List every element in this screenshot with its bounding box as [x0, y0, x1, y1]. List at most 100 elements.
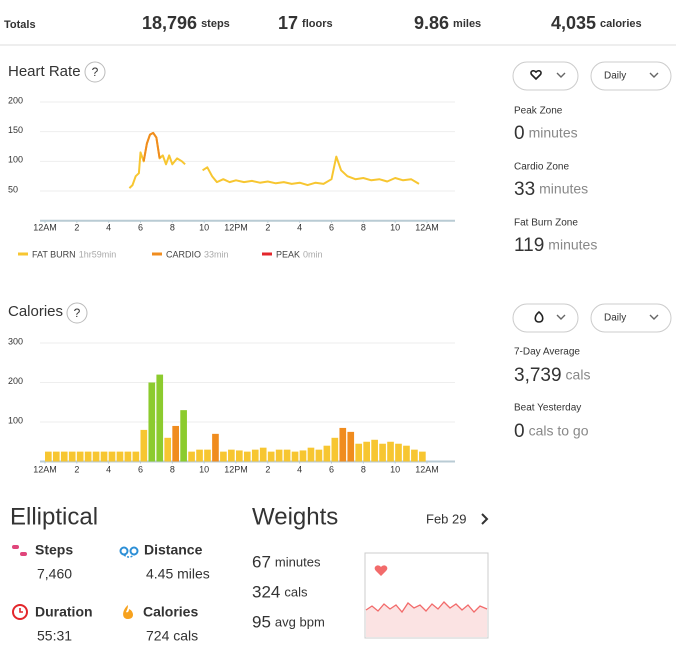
y-tick-label: 100 [8, 155, 23, 165]
stat-value: 0 [514, 421, 525, 442]
x-tick-label: 12AM [415, 464, 439, 474]
calorie-bar [228, 449, 235, 462]
calorie-bar [45, 451, 52, 462]
help-icon[interactable]: ? [92, 65, 99, 79]
total-value: 4,035 [551, 13, 596, 33]
stat-value: 4.45 miles [146, 566, 210, 582]
calorie-bar [52, 451, 60, 462]
next-button[interactable] [481, 513, 489, 525]
calorie-bar [251, 449, 259, 462]
calorie-bar [347, 431, 355, 462]
workout-card [364, 552, 489, 639]
calorie-bar [236, 450, 243, 462]
calorie-bar [299, 450, 307, 462]
calorie-bar [148, 382, 156, 462]
calorie-bar [172, 425, 179, 462]
chart-title: Heart Rate [8, 63, 81, 80]
x-tick-label: 10 [199, 222, 209, 232]
calorie-bar [331, 437, 339, 462]
section-title: Weights [252, 503, 338, 530]
heart-rate-line [128, 131, 420, 189]
calorie-bar [315, 449, 323, 462]
x-tick-label: 8 [170, 222, 175, 232]
total-value: 18,796 [142, 13, 197, 33]
calories-icon [123, 605, 133, 619]
x-tick-label: 12AM [33, 464, 57, 474]
calorie-bar [124, 451, 132, 462]
dropdown-label[interactable]: Daily [604, 71, 626, 82]
calorie-bar [180, 410, 187, 462]
x-tick-label: 6 [138, 222, 143, 232]
workout-stat-value: 95 [252, 612, 271, 631]
stat-value: 724 cals [146, 628, 198, 644]
calorie-bar [267, 451, 275, 462]
help-button[interactable]: ? [66, 302, 88, 324]
x-tick-label: 10 [199, 464, 209, 474]
calorie-bar [371, 439, 378, 462]
x-tick-label: 8 [170, 464, 175, 474]
x-tick-label: 10 [390, 222, 400, 232]
legend-note: 1hr59min [79, 249, 117, 259]
period-dropdown[interactable]: Daily [590, 61, 672, 91]
stat-label: Calories [143, 604, 198, 620]
calorie-bar [220, 451, 227, 462]
zone-label: Peak Zone [514, 106, 563, 117]
calorie-bar [156, 374, 164, 462]
calorie-bar [403, 445, 410, 462]
zone-unit: minutes [548, 237, 597, 253]
dropdown-label[interactable]: Daily [604, 313, 626, 324]
help-icon[interactable]: ? [74, 306, 81, 320]
calorie-bar [339, 427, 347, 462]
calorie-bar [259, 447, 267, 462]
heart-rate-line [142, 131, 161, 162]
calorie-bar [84, 451, 92, 462]
calorie-bar [100, 451, 108, 462]
x-tick-label: 2 [74, 222, 79, 232]
x-tick-label: 8 [361, 464, 366, 474]
x-tick-label: 6 [329, 222, 334, 232]
calorie-bar [387, 441, 394, 462]
calorie-bar [323, 445, 331, 462]
calorie-bar [76, 451, 84, 462]
distance-icon [119, 546, 139, 558]
metric-dropdown[interactable] [512, 303, 579, 333]
x-tick-label: 10 [390, 464, 400, 474]
chart-title: Calories [8, 303, 63, 320]
workout-stat-value: 324 [252, 582, 280, 601]
x-tick-label: 6 [138, 464, 143, 474]
calorie-bar [108, 451, 116, 462]
x-tick-label: 2 [74, 464, 79, 474]
calorie-bar [355, 443, 363, 462]
legend-note: 0min [303, 249, 323, 259]
calorie-bar [204, 449, 211, 462]
y-tick-label: 200 [8, 95, 23, 105]
stat-label: Duration [35, 604, 93, 620]
zone-value: 119 [514, 235, 544, 256]
x-tick-label: 4 [297, 464, 302, 474]
calorie-bar [60, 451, 68, 462]
section-title: Elliptical [10, 503, 98, 530]
total-unit: calories [600, 18, 642, 30]
total-value: 17 [278, 13, 298, 33]
help-button[interactable]: ? [84, 61, 106, 83]
y-tick-label: 300 [8, 336, 23, 346]
total-unit: floors [302, 18, 333, 30]
period-dropdown[interactable]: Daily [590, 303, 672, 333]
zone-unit: minutes [539, 181, 588, 197]
stat-label: 7-Day Average [514, 347, 580, 358]
totals-label: Totals [4, 19, 36, 31]
workout-stat-unit: minutes [275, 554, 321, 569]
stat-value: 7,460 [37, 566, 72, 582]
zone-dropdown[interactable] [512, 61, 579, 91]
stat-label: Steps [35, 542, 73, 558]
total-unit: steps [201, 18, 230, 30]
calorie-bar [212, 433, 219, 462]
x-tick-label: 12PM [224, 464, 248, 474]
calorie-bar [68, 451, 76, 462]
zone-unit: minutes [529, 125, 578, 141]
stat-unit: cals [566, 367, 591, 383]
x-tick-label: 12AM [33, 222, 57, 232]
calorie-bar [363, 441, 370, 462]
x-tick-label: 2 [265, 464, 270, 474]
stat-value: 55:31 [37, 628, 72, 644]
